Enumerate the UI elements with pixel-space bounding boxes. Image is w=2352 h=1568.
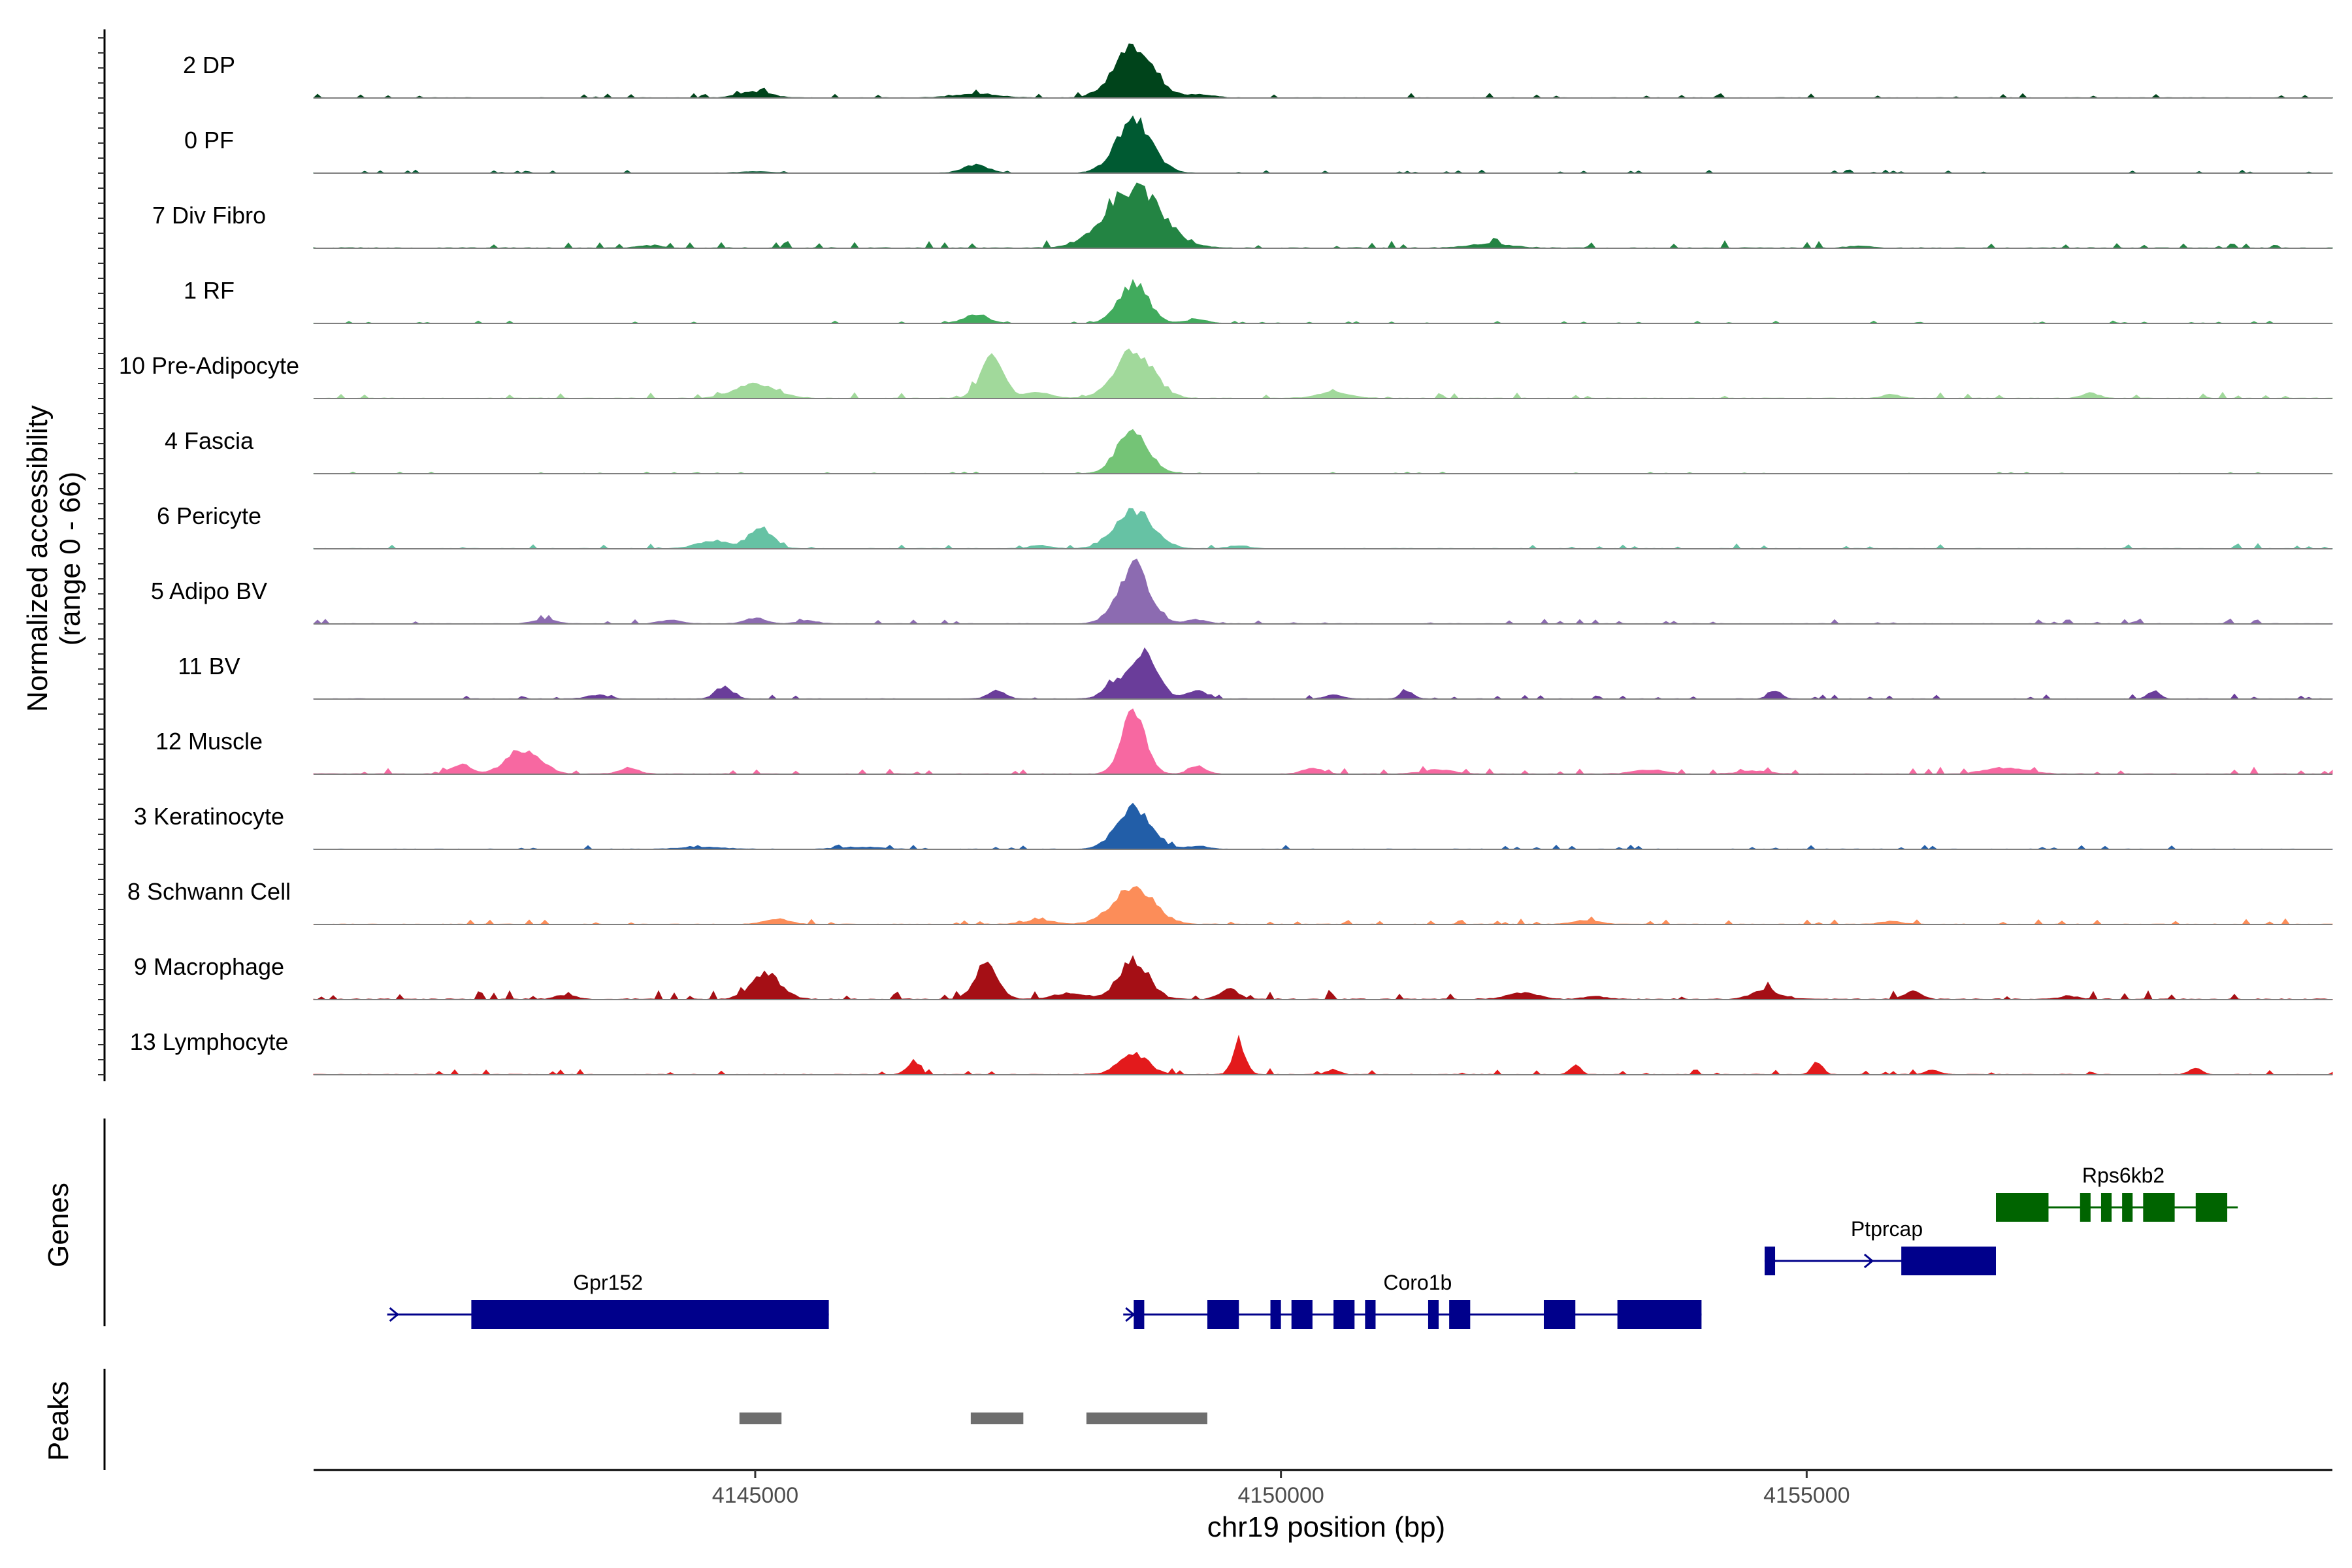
gene-model: Gpr152 <box>387 1271 829 1329</box>
gene-exon <box>1207 1300 1239 1329</box>
gene-model: Ptprcap <box>1764 1217 1996 1275</box>
strand-arrow <box>389 1307 399 1322</box>
coverage-area <box>313 955 2333 1000</box>
track-label: 13 Lymphocyte <box>130 1028 289 1055</box>
x-tick-label: 4155000 <box>1763 1483 1850 1508</box>
genes-track-title: Genes <box>42 1183 74 1267</box>
coverage-track: 0 PF <box>184 115 2333 174</box>
peak-region <box>1086 1413 1207 1424</box>
gene-exon <box>1764 1247 1776 1275</box>
gene-track: Gpr152 Coro1b Ptprcap Rps6kb2 <box>103 1119 2238 1329</box>
gene-exon <box>2100 1193 2112 1222</box>
gene-exon <box>1543 1300 1576 1329</box>
gene-exon <box>1270 1300 1281 1329</box>
strand-arrow <box>1125 1307 1135 1322</box>
x-tick-label: 4150000 <box>1237 1483 1324 1508</box>
x-axis-title: chr19 position (bp) <box>1207 1511 1445 1543</box>
coverage-track: 4 Fascia <box>165 427 2333 474</box>
coverage-area <box>313 802 2333 850</box>
gene-exon <box>1333 1300 1355 1329</box>
gene-label: Gpr152 <box>573 1271 643 1294</box>
gene-label: Ptprcap <box>1851 1217 1923 1241</box>
coverage-track: 7 Div Fibro <box>152 182 2333 249</box>
coverage-track: 2 DP <box>183 43 2333 99</box>
gene-exon <box>2143 1193 2175 1222</box>
coverage-track: 1 RF <box>184 277 2333 324</box>
track-label: 2 DP <box>183 52 235 78</box>
track-label: 0 PF <box>184 127 234 154</box>
gene-exon <box>1365 1300 1376 1329</box>
track-label: 12 Muscle <box>155 728 263 755</box>
track-label: 9 Macrophage <box>134 953 284 980</box>
peaks-track-title: Peaks <box>42 1381 74 1461</box>
track-label: 4 Fascia <box>165 427 254 454</box>
track-label: 1 RF <box>184 277 235 304</box>
coverage-track: 11 BV <box>178 647 2333 700</box>
x-axis: 4145000 4150000 4155000 <box>314 1469 2332 1508</box>
coverage-area <box>313 429 2333 474</box>
coverage-area <box>313 647 2333 700</box>
coverage-track: 9 Macrophage <box>134 953 2333 1000</box>
track-label: 3 Keratinocyte <box>134 803 284 830</box>
track-label: 7 Div Fibro <box>152 202 266 229</box>
coverage-area <box>313 559 2333 625</box>
coverage-track: 8 Schwann Cell <box>127 878 2333 925</box>
gene-label: Rps6kb2 <box>2082 1164 2164 1187</box>
coverage-track: 5 Adipo BV <box>151 559 2333 625</box>
coverage-area <box>313 1034 2333 1075</box>
coverage-area <box>313 708 2333 775</box>
peak-region <box>970 1413 1024 1424</box>
coverage-track: 12 Muscle <box>155 708 2333 775</box>
gene-exon <box>2122 1193 2133 1222</box>
y-axis-title: Normalized accessibility <box>22 405 54 711</box>
coverage-track: 13 Lymphocyte <box>130 1028 2333 1075</box>
coverage-area <box>313 278 2333 324</box>
gene-exon <box>1996 1193 2049 1222</box>
gene-exon <box>1428 1300 1439 1329</box>
peak-track <box>103 1369 1207 1470</box>
track-label: 6 Pericyte <box>157 502 261 529</box>
gene-model: Rps6kb2 <box>1996 1164 2238 1222</box>
coverage-area <box>313 348 2333 399</box>
strand-arrow <box>1863 1253 1874 1269</box>
track-label: 11 BV <box>178 653 240 679</box>
gene-exon <box>2195 1193 2228 1222</box>
track-label: 10 Pre-Adipocyte <box>119 352 299 379</box>
gene-model: Coro1b <box>1123 1271 1702 1329</box>
coverage-tracks: 2 DP 0 PF 7 Div Fibro 1 RF 10 Pre-Adipocyte 4… <box>98 29 2333 1081</box>
gene-label: Coro1b <box>1383 1271 1452 1294</box>
coverage-track: 10 Pre-Adipocyte <box>119 348 2333 399</box>
gene-exon <box>1291 1300 1313 1329</box>
coverage-area <box>313 115 2333 174</box>
gene-exon <box>1901 1247 1996 1275</box>
coverage-track: 6 Pericyte <box>157 502 2333 549</box>
y-axis-range: (range 0 - 66) <box>54 472 86 646</box>
coverage-area <box>313 182 2333 249</box>
gene-exon <box>1617 1300 1702 1329</box>
gene-exon <box>471 1300 829 1329</box>
track-label: 8 Schwann Cell <box>127 878 291 905</box>
coverage-area <box>313 886 2333 925</box>
peak-region <box>739 1413 782 1424</box>
coverage-area <box>313 43 2333 99</box>
x-tick-label: 4145000 <box>712 1483 798 1508</box>
track-label: 5 Adipo BV <box>151 578 267 604</box>
coverage-track: 3 Keratinocyte <box>134 802 2333 850</box>
gene-exon <box>1134 1300 1145 1329</box>
gene-exon <box>2080 1193 2091 1222</box>
coverage-area <box>313 508 2333 549</box>
gene-exon <box>1449 1300 1471 1329</box>
